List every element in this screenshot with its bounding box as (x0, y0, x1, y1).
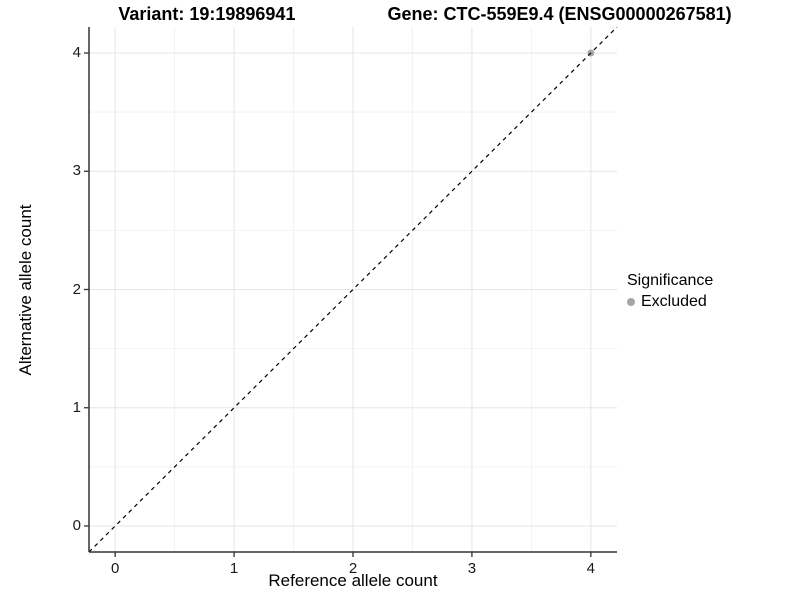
y-axis-title: Alternative allele count (16, 204, 35, 376)
x-tick-label: 1 (229, 560, 239, 577)
y-tick-label: 2 (72, 280, 81, 298)
point-icon (627, 297, 635, 306)
legend-title: Significance (627, 272, 714, 289)
y-tick-label: 3 (72, 162, 81, 180)
x-tick-label: 4 (586, 560, 595, 577)
plot-title: Variant: 19:19896941 Gene: CTC-559E9.4 (… (0, 4, 800, 24)
y-tick-label: 1 (72, 398, 81, 416)
y-tick-label: 4 (72, 44, 81, 61)
x-tick-label: 0 (110, 560, 120, 577)
plot-title-variant: Variant: 19:19896941 (118, 4, 296, 24)
x-tick-label: 2 (348, 560, 358, 577)
x-axis-title: Reference allele count (268, 571, 438, 590)
plot-title-gene: Gene: CTC-559E9.4 (ENSG00000267581) (387, 4, 732, 24)
x-tick-label: 3 (467, 560, 477, 577)
y-tick-label: 0 (72, 516, 81, 534)
legend-item-label: Excluded (641, 293, 707, 310)
legend-item-excluded: Excluded (627, 292, 713, 311)
legend: Significance Excluded (627, 271, 713, 311)
plot-panel (84, 27, 618, 557)
